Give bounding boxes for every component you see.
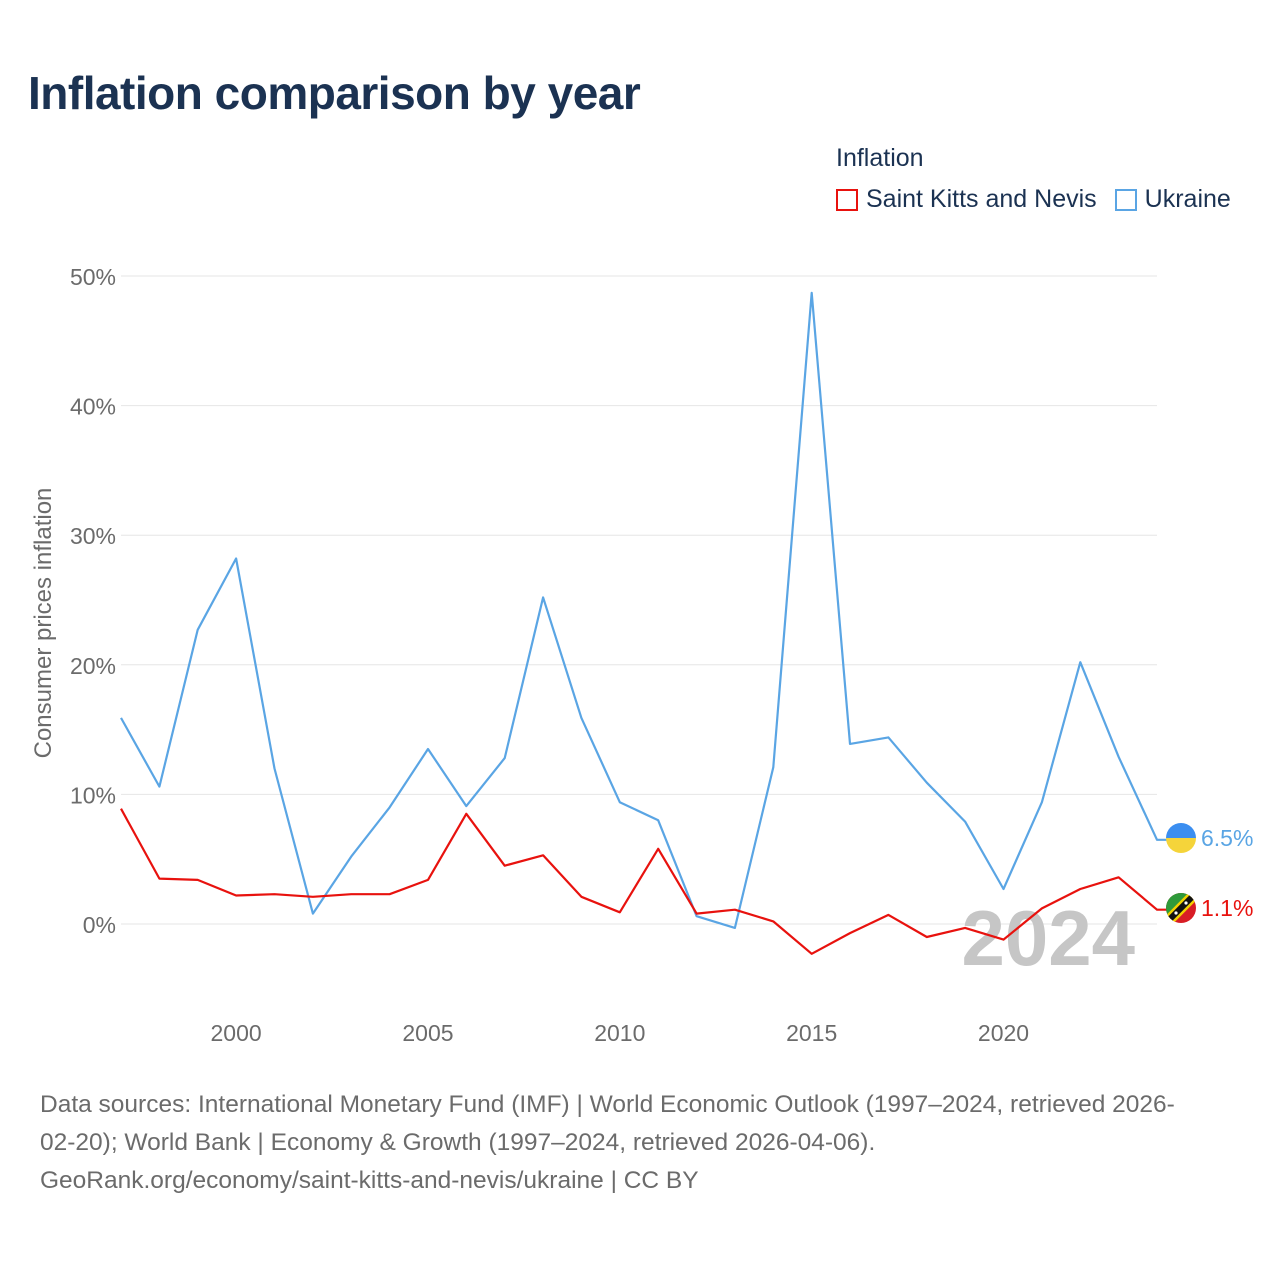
source-footer: Data sources: International Monetary Fun…: [40, 1086, 1250, 1200]
x-tick-label: 2000: [211, 1020, 262, 1046]
legend-item-ukraine[interactable]: Ukraine: [1114, 185, 1231, 214]
y-tick-label: 50%: [70, 264, 116, 290]
x-tick-label: 2020: [978, 1020, 1029, 1046]
y-tick-label: 10%: [70, 782, 116, 808]
end-value-label-saint-kitts-and-nevis: 1.1%: [1201, 895, 1253, 921]
legend-item-saint-kitts-and-nevis[interactable]: Saint Kitts and Nevis: [836, 185, 1097, 214]
footer-line-1: Data sources: International Monetary Fun…: [40, 1091, 1175, 1118]
x-tick-label: 2010: [594, 1020, 645, 1046]
legend: Inflation Saint Kitts and Nevis Ukraine: [836, 144, 1231, 214]
line-chart: 0% 10% 20% 30% 40% 50% 2000 2005 2010 2015 2020 20…: [30, 264, 1253, 1046]
footer-line-3[interactable]: GeoRank.org/economy/saint-kitts-and-nevi…: [40, 1167, 699, 1194]
footer-line-2: 02-20); World Bank | Economy & Growth (1…: [40, 1129, 876, 1156]
y-tick-label: 30%: [70, 523, 116, 549]
y-axis-label: Consumer prices inflation: [30, 488, 57, 759]
series-line-saint-kitts-and-nevis[interactable]: [120, 808, 1168, 955]
legend-swatch-saint-kitts-and-nevis: [836, 188, 858, 211]
chart-title: Inflation comparison by year: [28, 67, 641, 119]
x-tick-label: 2005: [402, 1020, 453, 1046]
x-tick-label: 2015: [786, 1020, 837, 1046]
end-value-label-ukraine: 6.5%: [1201, 825, 1253, 851]
series-line-ukraine[interactable]: [120, 291, 1168, 930]
y-tick-label: 0%: [83, 912, 116, 938]
y-tick-label: 40%: [70, 394, 116, 420]
legend-title: Inflation: [836, 144, 924, 172]
ukraine-flag-icon: [1166, 823, 1196, 853]
legend-label-saint-kitts-and-nevis: Saint Kitts and Nevis: [866, 185, 1097, 213]
legend-swatch-ukraine: [1114, 188, 1137, 211]
legend-label-ukraine: Ukraine: [1144, 185, 1231, 213]
year-watermark: 2024: [961, 894, 1135, 982]
y-tick-label: 20%: [70, 653, 116, 679]
saint-kitts-and-nevis-flag-icon: [1166, 893, 1196, 923]
